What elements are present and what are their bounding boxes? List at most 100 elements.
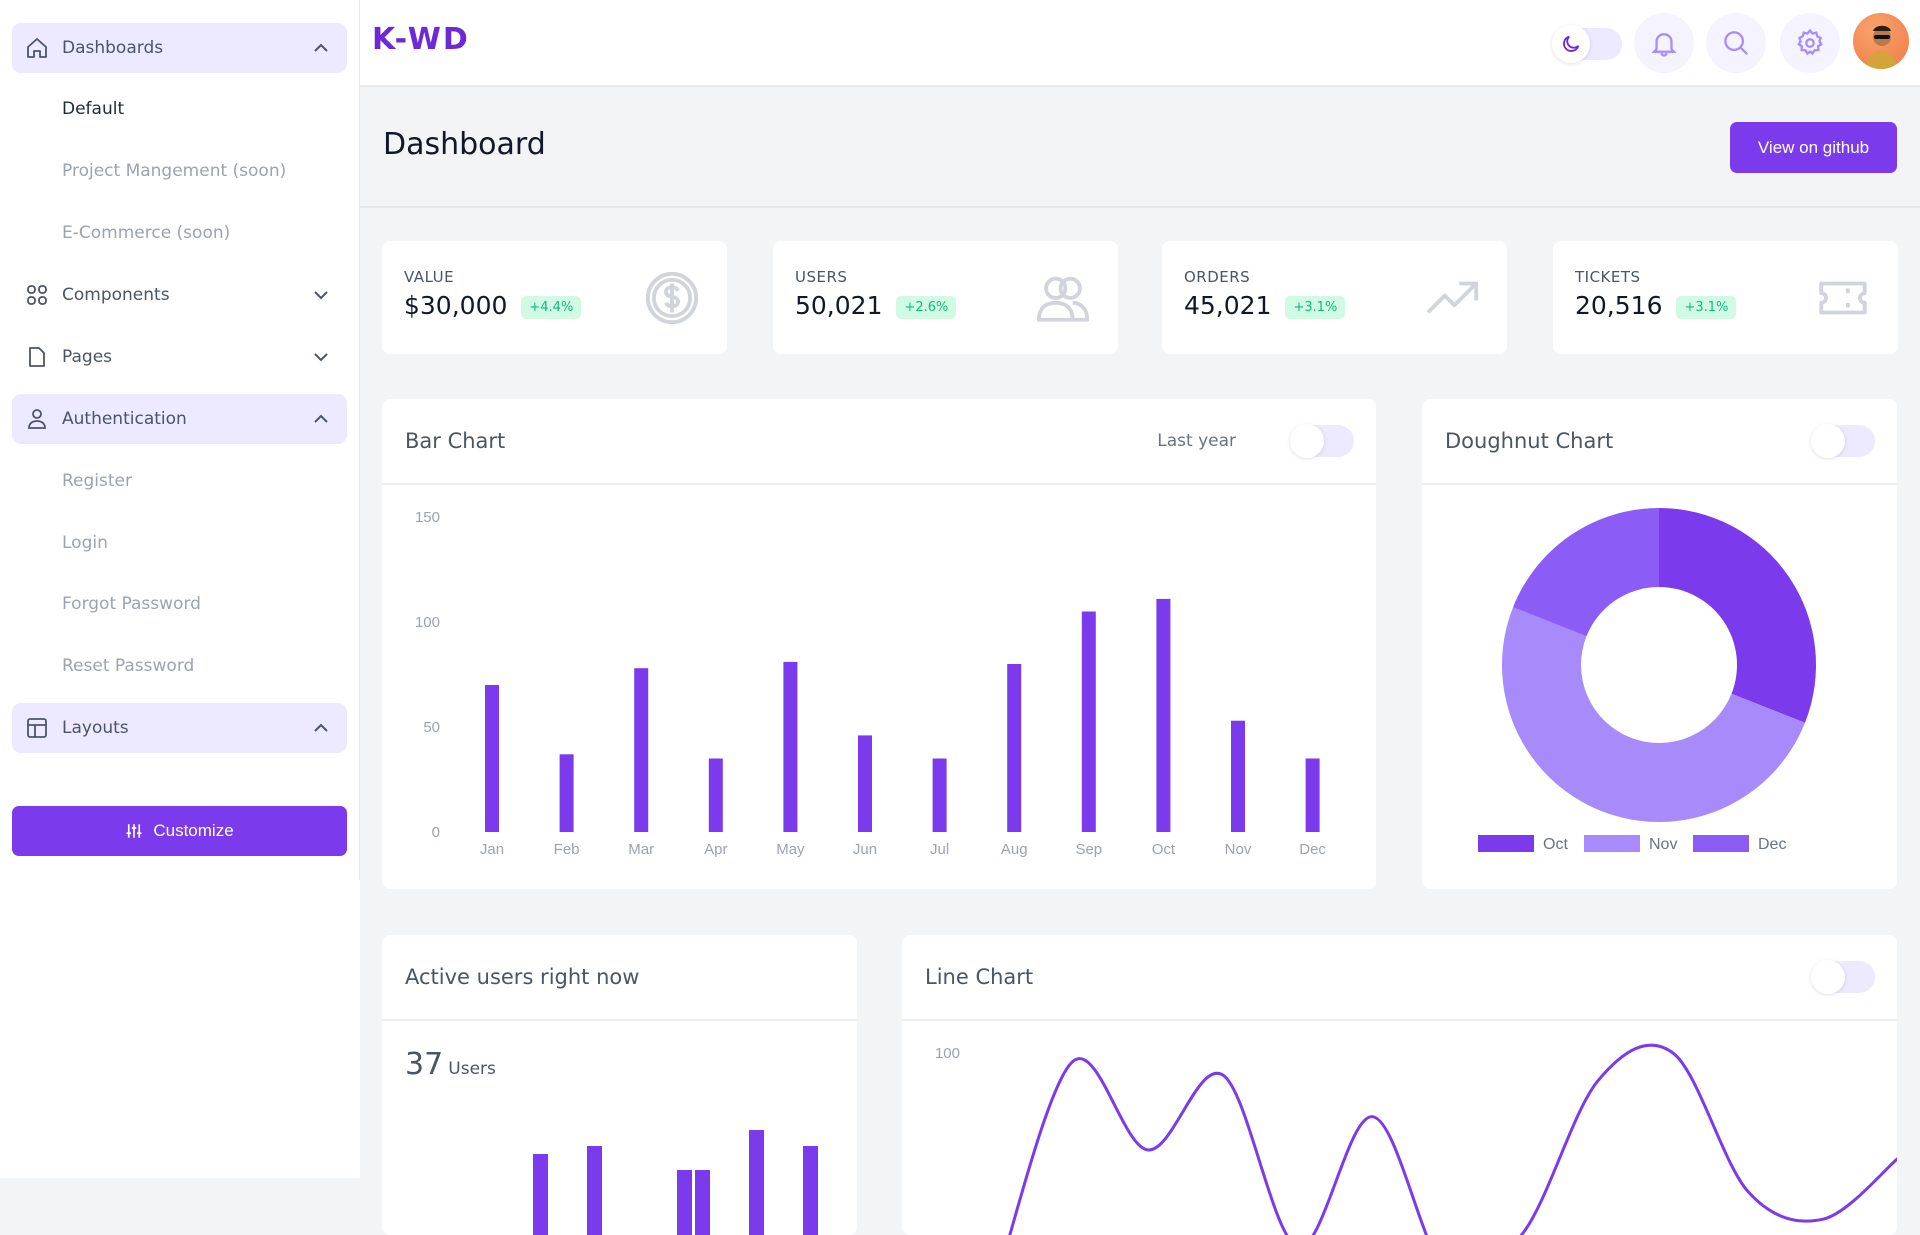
- stat-card: USERS 50,021 +2.6%: [773, 241, 1118, 354]
- line-series: [1008, 1043, 1897, 1235]
- stat-number: 20,516: [1575, 291, 1663, 320]
- sidebar-subitem-forgot-password[interactable]: Forgot Password: [62, 594, 201, 614]
- bar-nov: [1231, 720, 1245, 832]
- notifications-button[interactable]: [1634, 13, 1694, 73]
- theme-toggle[interactable]: [1552, 25, 1622, 63]
- x-tick-label: Feb: [554, 841, 580, 858]
- x-tick-label: Apr: [704, 841, 727, 858]
- count-value: 37: [405, 1047, 444, 1082]
- slice-dec: [1513, 508, 1659, 637]
- activity-bar: [803, 1146, 818, 1235]
- line-toggle[interactable]: [1811, 960, 1875, 994]
- toggle-knob: [1811, 424, 1845, 458]
- sidebar-subitem-default[interactable]: Default: [62, 99, 125, 119]
- doughnut-toggle[interactable]: [1811, 424, 1875, 458]
- y-tick-label: 100: [935, 1045, 960, 1062]
- stat-card: ORDERS 45,021 +3.1%: [1162, 241, 1507, 354]
- stat-value: 20,516 +3.1%: [1575, 291, 1737, 320]
- sidebar-item-pages[interactable]: Pages: [12, 332, 347, 382]
- bar-apr: [708, 758, 723, 832]
- page-title: Dashboard: [383, 127, 546, 162]
- search-button[interactable]: [1706, 13, 1766, 73]
- settings-button[interactable]: [1780, 13, 1840, 73]
- file-icon: [24, 344, 50, 370]
- legend-label: Nov: [1649, 836, 1677, 853]
- x-tick-label: Jun: [853, 841, 877, 858]
- sidebar-subitem-reset-password[interactable]: Reset Password: [62, 656, 195, 676]
- y-tick-label: 150: [415, 509, 440, 526]
- chevron-up-icon[interactable]: [309, 36, 333, 60]
- bar-jun: [858, 735, 872, 832]
- y-tick-label: 0: [432, 824, 440, 841]
- bar-feb: [559, 754, 574, 832]
- users-icon: [1036, 276, 1090, 322]
- stat-value: 45,021 +3.1%: [1184, 291, 1346, 320]
- grid-icon: [24, 282, 50, 308]
- bar-aug: [1007, 664, 1022, 832]
- stat-label: TICKETS: [1575, 268, 1641, 286]
- slice-oct: [1659, 508, 1816, 723]
- stat-card: TICKETS 20,516 +3.1%: [1553, 241, 1898, 354]
- legend-swatch: [1478, 835, 1534, 852]
- bar-oct: [1156, 598, 1171, 832]
- doughnut-chart: Oct Nov Dec: [1478, 508, 1816, 853]
- bell-icon: [1651, 33, 1677, 57]
- last-year-toggle[interactable]: [1290, 424, 1354, 458]
- top-header: K-WD: [360, 0, 1920, 87]
- y-tick-label: 50: [423, 719, 440, 736]
- legend-swatch: [1693, 835, 1749, 852]
- sidebar-subitem-login[interactable]: Login: [62, 533, 108, 553]
- card-title: Bar Chart: [405, 429, 506, 453]
- card-title: Line Chart: [925, 965, 1034, 989]
- bar-chart-card: Bar Chart Last year 0 50 100 150 Jan Feb Mar Ap…: [382, 399, 1376, 889]
- activity-bar: [695, 1170, 710, 1235]
- stat-value: 50,021 +2.6%: [795, 291, 957, 320]
- card-header: Bar Chart Last year: [382, 399, 1376, 485]
- card-header: Doughnut Chart: [1422, 399, 1897, 485]
- sidebar-subitem-project[interactable]: Project Mangement (soon): [62, 161, 287, 181]
- sidebar-item-label: Dashboards: [62, 38, 164, 58]
- x-tick-label: May: [776, 841, 805, 858]
- sidebar-item-authentication[interactable]: Authentication: [12, 394, 347, 444]
- activity-bar: [587, 1146, 602, 1235]
- bar-jul: [932, 758, 947, 832]
- chevron-down-icon[interactable]: [309, 283, 333, 307]
- customize-button[interactable]: Customize: [12, 806, 347, 856]
- sidebar-subitem-ecommerce[interactable]: E-Commerce (soon): [62, 223, 231, 243]
- logo[interactable]: K-WD: [372, 22, 470, 57]
- trending-up-icon: [1426, 281, 1479, 314]
- card-header: Line Chart: [902, 935, 1897, 1021]
- avatar[interactable]: [1853, 13, 1909, 69]
- x-tick-label: Sep: [1075, 841, 1102, 858]
- stat-change-badge: +4.4%: [521, 295, 582, 319]
- user-icon: [24, 406, 50, 432]
- sidebar-item-components[interactable]: Components: [12, 270, 347, 320]
- x-tick-label: Nov: [1225, 841, 1252, 858]
- bar-chart: 0 50 100 150 Jan Feb Mar Apr May Jun Jul Aug Sep Oct N…: [415, 509, 1326, 858]
- moon-icon: [1552, 25, 1590, 63]
- toggle-knob: [1290, 424, 1324, 458]
- x-tick-label: Aug: [1001, 841, 1028, 858]
- activity-bar: [533, 1154, 548, 1235]
- sidebar-item-label: Pages: [62, 347, 113, 367]
- stat-label: ORDERS: [1184, 268, 1251, 286]
- activity-bar: [677, 1170, 692, 1235]
- chevron-up-icon[interactable]: [309, 716, 333, 740]
- count-unit: Users: [448, 1059, 496, 1079]
- stat-change-badge: +3.1%: [1285, 295, 1346, 319]
- active-users-chart: [533, 1130, 818, 1235]
- chevron-up-icon[interactable]: [309, 407, 333, 431]
- x-tick-label: Dec: [1299, 841, 1326, 858]
- active-users-count: 37 Users: [405, 1047, 496, 1082]
- sidebar-subitem-register[interactable]: Register: [62, 471, 132, 491]
- x-tick-label: Mar: [628, 841, 654, 858]
- dollar-icon: [645, 271, 699, 325]
- active-users-card: Active users right now 37 Users: [382, 935, 857, 1235]
- sidebar: Dashboards Default Project Mangement (so…: [0, 0, 360, 1178]
- view-on-github-button[interactable]: View on github: [1730, 122, 1897, 173]
- sidebar-item-dashboards[interactable]: Dashboards: [12, 23, 347, 73]
- stat-change-badge: +3.1%: [1676, 295, 1737, 319]
- sidebar-item-layouts[interactable]: Layouts: [12, 703, 347, 753]
- chevron-down-icon[interactable]: [309, 345, 333, 369]
- page-title-bar: Dashboard View on github: [360, 87, 1920, 208]
